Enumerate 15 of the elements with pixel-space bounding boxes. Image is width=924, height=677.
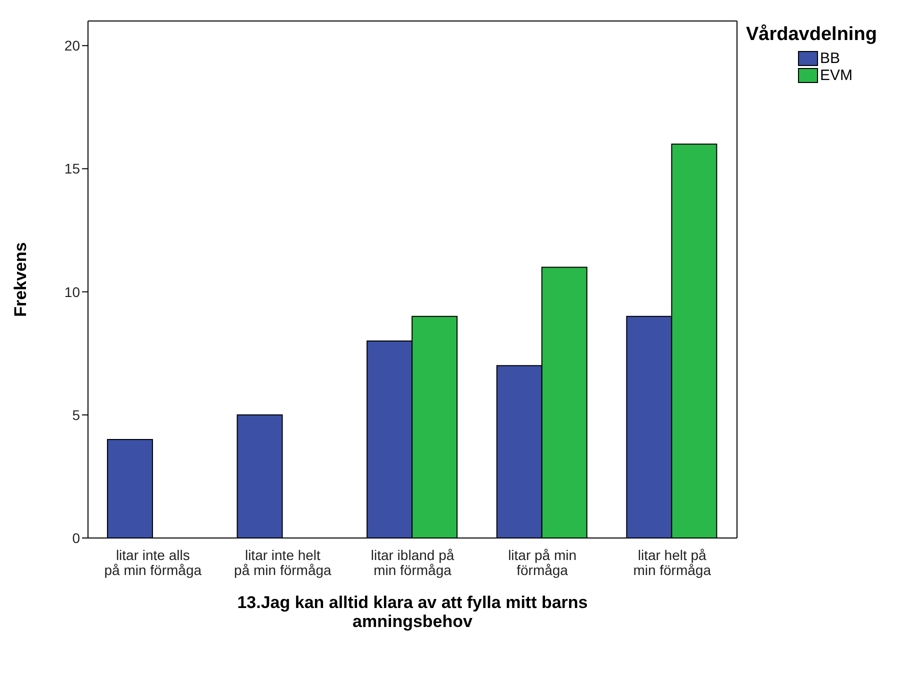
- y-tick-label: 10: [64, 284, 80, 300]
- x-axis-title: 13.Jag kan alltid klara av att fylla mitt barns amningsbehov: [237, 593, 588, 631]
- x-tick-label: litar ibland på min förmåga: [370, 547, 454, 578]
- x-tick-label: litar helt på min förmåga: [633, 547, 712, 578]
- y-tick-label: 20: [64, 38, 80, 54]
- y-axis-title: Frekvens: [11, 242, 30, 317]
- legend-label: BB: [820, 50, 840, 67]
- x-tick-label: litar inte alls på min förmåga: [104, 547, 202, 578]
- y-tick-label: 5: [72, 406, 80, 423]
- x-tick-label: litar på min förmåga: [508, 547, 577, 578]
- legend-label: EVM: [820, 67, 853, 84]
- y-tick-label: 0: [72, 530, 80, 546]
- y-tick-label: 15: [64, 160, 80, 177]
- legend-title: Vårdavdelning: [746, 24, 877, 46]
- x-tick-label: litar inte helt på min förmåga: [234, 547, 332, 578]
